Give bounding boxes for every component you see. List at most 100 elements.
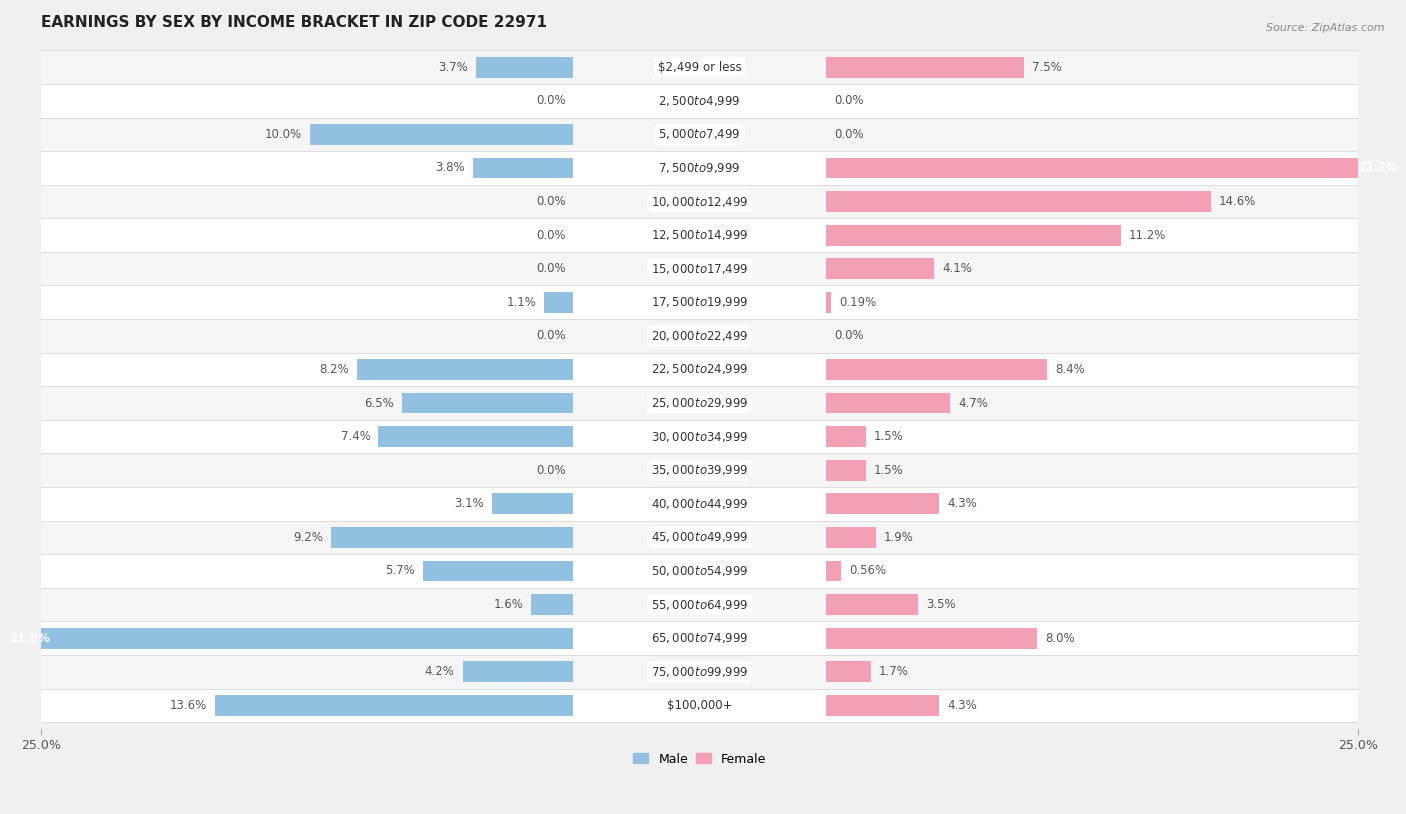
Bar <box>357 359 574 380</box>
Text: 6.5%: 6.5% <box>364 396 394 409</box>
Bar <box>41 185 1358 218</box>
Text: 8.4%: 8.4% <box>1056 363 1085 376</box>
Bar <box>41 218 1358 252</box>
Bar <box>544 292 574 313</box>
Bar <box>827 258 934 279</box>
Bar <box>41 487 1358 521</box>
Bar <box>827 292 831 313</box>
Bar <box>827 359 1047 380</box>
Text: 7.5%: 7.5% <box>1032 61 1062 74</box>
Bar <box>41 286 1358 319</box>
Text: 14.6%: 14.6% <box>1219 195 1256 208</box>
Legend: Male, Female: Male, Female <box>628 747 770 771</box>
Bar <box>827 661 870 682</box>
Bar <box>463 661 574 682</box>
Text: 4.1%: 4.1% <box>942 262 972 275</box>
Text: 1.5%: 1.5% <box>873 464 903 477</box>
Bar <box>41 453 1358 487</box>
Bar <box>0 628 574 649</box>
Bar <box>475 57 574 77</box>
Text: 0.19%: 0.19% <box>839 295 876 309</box>
Text: $2,500 to $4,999: $2,500 to $4,999 <box>658 94 741 107</box>
Text: EARNINGS BY SEX BY INCOME BRACKET IN ZIP CODE 22971: EARNINGS BY SEX BY INCOME BRACKET IN ZIP… <box>41 15 547 30</box>
Text: 9.2%: 9.2% <box>292 531 323 544</box>
Text: 3.7%: 3.7% <box>439 61 468 74</box>
Text: $15,000 to $17,499: $15,000 to $17,499 <box>651 261 748 276</box>
Text: $2,499 or less: $2,499 or less <box>658 61 741 74</box>
Bar <box>215 695 574 716</box>
Text: 0.0%: 0.0% <box>834 128 863 141</box>
Text: 1.1%: 1.1% <box>506 295 537 309</box>
Text: $5,000 to $7,499: $5,000 to $7,499 <box>658 127 741 142</box>
Text: 0.0%: 0.0% <box>536 94 565 107</box>
Bar <box>492 493 574 514</box>
Text: 5.7%: 5.7% <box>385 564 415 577</box>
Text: $10,000 to $12,499: $10,000 to $12,499 <box>651 195 748 208</box>
Bar <box>827 628 1036 649</box>
Text: 1.7%: 1.7% <box>879 665 908 678</box>
Bar <box>827 158 1406 178</box>
Bar <box>41 117 1358 151</box>
Text: 1.5%: 1.5% <box>873 430 903 443</box>
Text: 4.3%: 4.3% <box>948 497 977 510</box>
Text: 13.6%: 13.6% <box>170 698 207 711</box>
Text: 8.0%: 8.0% <box>1045 632 1074 645</box>
Bar <box>309 124 574 145</box>
Text: $45,000 to $49,999: $45,000 to $49,999 <box>651 531 748 545</box>
Text: $50,000 to $54,999: $50,000 to $54,999 <box>651 564 748 578</box>
Bar <box>41 50 1358 84</box>
Bar <box>827 493 939 514</box>
Bar <box>41 151 1358 185</box>
Text: $17,500 to $19,999: $17,500 to $19,999 <box>651 295 748 309</box>
Bar <box>827 427 866 447</box>
Text: 8.2%: 8.2% <box>319 363 349 376</box>
Bar <box>41 689 1358 722</box>
Bar <box>378 427 574 447</box>
Bar <box>41 655 1358 689</box>
Text: 4.7%: 4.7% <box>957 396 988 409</box>
Bar <box>531 594 574 615</box>
Text: 3.1%: 3.1% <box>454 497 484 510</box>
Text: $22,500 to $24,999: $22,500 to $24,999 <box>651 362 748 376</box>
Text: $100,000+: $100,000+ <box>666 698 733 711</box>
Text: 3.8%: 3.8% <box>436 161 465 174</box>
Bar <box>827 460 866 480</box>
Text: 0.0%: 0.0% <box>536 195 565 208</box>
Text: Source: ZipAtlas.com: Source: ZipAtlas.com <box>1267 23 1385 33</box>
Text: 4.2%: 4.2% <box>425 665 454 678</box>
Bar <box>474 158 574 178</box>
Bar <box>330 527 574 548</box>
Bar <box>827 561 841 581</box>
Text: $65,000 to $74,999: $65,000 to $74,999 <box>651 631 748 646</box>
Bar <box>827 527 876 548</box>
Bar <box>41 252 1358 286</box>
Text: $12,500 to $14,999: $12,500 to $14,999 <box>651 228 748 242</box>
Bar <box>41 386 1358 420</box>
Bar <box>827 225 1121 246</box>
Text: 7.4%: 7.4% <box>340 430 370 443</box>
Bar <box>41 84 1358 117</box>
Text: 22.2%: 22.2% <box>1357 161 1398 174</box>
Bar <box>827 392 950 414</box>
Bar <box>827 57 1024 77</box>
Text: 10.0%: 10.0% <box>264 128 302 141</box>
Text: 1.6%: 1.6% <box>494 598 523 611</box>
Text: 11.2%: 11.2% <box>1129 229 1167 242</box>
Text: $35,000 to $39,999: $35,000 to $39,999 <box>651 463 748 477</box>
Bar <box>827 594 918 615</box>
Text: 0.0%: 0.0% <box>834 94 863 107</box>
Text: 3.5%: 3.5% <box>927 598 956 611</box>
Text: 1.9%: 1.9% <box>884 531 914 544</box>
Text: $75,000 to $99,999: $75,000 to $99,999 <box>651 665 748 679</box>
Bar <box>423 561 574 581</box>
Bar <box>41 521 1358 554</box>
Bar <box>402 392 574 414</box>
Text: 4.3%: 4.3% <box>948 698 977 711</box>
Bar <box>827 191 1211 212</box>
Text: 0.0%: 0.0% <box>536 464 565 477</box>
Text: 0.0%: 0.0% <box>536 229 565 242</box>
Text: $20,000 to $22,499: $20,000 to $22,499 <box>651 329 748 343</box>
Text: $25,000 to $29,999: $25,000 to $29,999 <box>651 396 748 410</box>
Text: 0.0%: 0.0% <box>834 330 863 343</box>
Text: 0.56%: 0.56% <box>849 564 886 577</box>
